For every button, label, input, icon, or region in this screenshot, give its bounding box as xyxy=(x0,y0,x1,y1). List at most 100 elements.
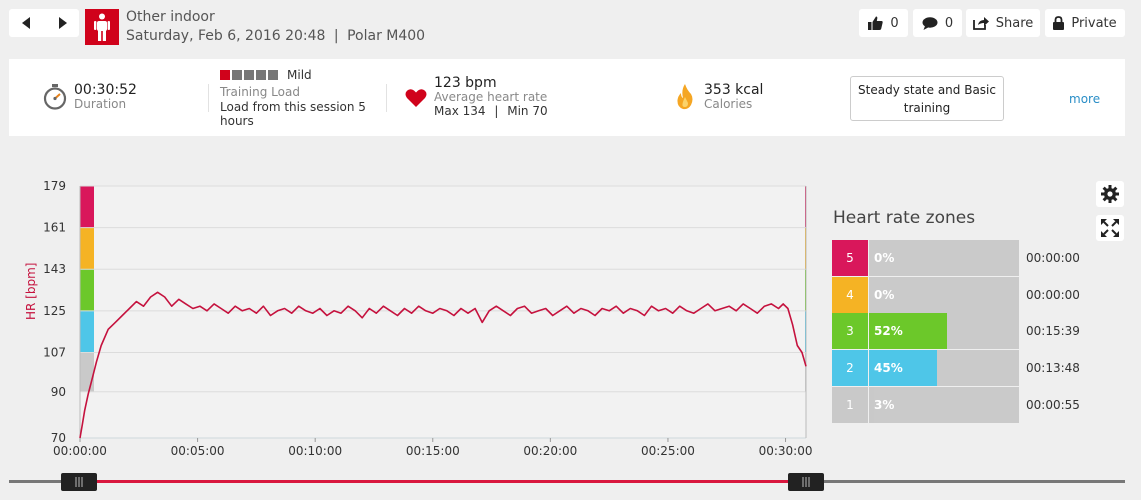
fullscreen-button[interactable] xyxy=(1096,215,1124,241)
like-count: 0 xyxy=(890,15,899,31)
expand-icon xyxy=(1101,219,1119,237)
y-tick-label: 143 xyxy=(43,262,66,276)
zone-bar: 0% xyxy=(869,240,1019,276)
duration-value: 00:30:52 xyxy=(74,82,137,98)
x-tick-label: 00:10:00 xyxy=(288,444,342,458)
x-axis-ticks: 00:00:00 00:05:00 00:10:00 00:15:00 00:20:00… xyxy=(53,438,812,458)
plot-area xyxy=(80,186,806,438)
training-load-bar xyxy=(268,70,278,80)
comment-button[interactable]: 0 xyxy=(913,9,962,37)
comment-count: 0 xyxy=(944,15,954,31)
gear-icon xyxy=(1101,185,1119,203)
y-tick-label: 179 xyxy=(43,179,66,193)
zone-row: 4 0% xyxy=(832,277,1019,313)
x-tick-label: 00:25:00 xyxy=(641,444,695,458)
zone-bar-fill xyxy=(869,313,947,349)
chevron-right-icon xyxy=(58,17,67,29)
zone-time: 00:15:39 xyxy=(1026,324,1080,338)
lock-icon xyxy=(1053,16,1065,30)
timeline-range-slider[interactable] xyxy=(0,470,1141,500)
thumbs-up-icon xyxy=(868,16,884,30)
share-button[interactable]: Share xyxy=(966,9,1040,37)
zone-band-left xyxy=(80,186,94,228)
zone-number: 3 xyxy=(832,313,868,349)
zone-bar: 0% xyxy=(869,277,1019,313)
y-axis-label: HR [bpm] xyxy=(24,262,38,320)
heart-rate-chart[interactable]: 179 161 143 125 107 90 70 00:00:00 00:05:00 00:1… xyxy=(0,150,830,470)
y-tick-label: 107 xyxy=(43,345,66,359)
y-tick-label: 125 xyxy=(43,304,66,318)
zone-percent: 0% xyxy=(874,251,895,265)
zone-row: 2 45% xyxy=(832,350,1019,386)
grid-lines xyxy=(79,185,807,439)
avg-hr-value: 123 bpm xyxy=(434,75,497,91)
previous-session-button[interactable] xyxy=(9,9,44,37)
divider xyxy=(386,84,387,112)
slider-selected-range xyxy=(80,480,806,483)
x-tick-label: 00:05:00 xyxy=(171,444,225,458)
heart-rate-zones-title: Heart rate zones xyxy=(833,208,976,228)
zone-band-left xyxy=(80,227,94,270)
training-load-text: Load from this session 5 hours xyxy=(220,100,366,128)
y-axis-ticks: 179 161 143 125 107 90 70 xyxy=(43,179,66,445)
zone-percent: 3% xyxy=(874,398,895,412)
training-load-bars xyxy=(220,70,278,80)
min-hr: Min 70 xyxy=(507,104,548,118)
divider xyxy=(208,84,209,112)
calories-label: Calories xyxy=(704,97,753,111)
share-label: Share xyxy=(995,15,1034,31)
calories-value: 353 kcal xyxy=(704,82,764,98)
training-benefit-button[interactable]: Steady state and Basic training xyxy=(850,76,1004,121)
hr-separator: | xyxy=(494,104,499,118)
flame-icon xyxy=(677,84,693,110)
hr-range: Max 134 | Min 70 xyxy=(434,104,548,118)
zone-number: 2 xyxy=(832,350,868,386)
device-name: Polar M400 xyxy=(347,28,426,44)
zone-percent: 0% xyxy=(874,288,895,302)
max-hr: Max 134 xyxy=(434,104,486,118)
training-load-label: Training Load xyxy=(220,85,300,99)
x-tick-label: 00:15:00 xyxy=(406,444,460,458)
next-session-button[interactable] xyxy=(44,9,79,37)
zone-row: 3 52% xyxy=(832,313,1019,349)
zone-bar: 45% xyxy=(869,350,1019,386)
zone-number: 1 xyxy=(832,387,868,423)
training-load-bar xyxy=(244,70,254,80)
sport-name: Other indoor xyxy=(126,9,215,25)
privacy-label: Private xyxy=(1071,15,1117,31)
privacy-button[interactable]: Private xyxy=(1045,9,1125,37)
training-load-bar xyxy=(256,70,266,80)
zone-bar: 3% xyxy=(869,387,1019,423)
stopwatch-icon xyxy=(43,84,67,110)
zone-time: 00:13:48 xyxy=(1026,361,1080,375)
session-meta: Saturday, Feb 6, 2016 20:48 | Polar M400 xyxy=(126,28,425,44)
slider-end-handle[interactable] xyxy=(788,473,824,491)
zone-number: 4 xyxy=(832,277,868,313)
training-load-bar xyxy=(220,70,230,80)
zone-band-left xyxy=(80,310,94,353)
meta-separator: | xyxy=(333,28,339,44)
zone-band-left xyxy=(80,352,94,392)
y-tick-label: 161 xyxy=(43,221,66,235)
zone-number: 5 xyxy=(832,240,868,276)
person-standing-icon xyxy=(94,13,110,41)
more-link[interactable]: more xyxy=(1069,92,1101,106)
zone-time: 00:00:55 xyxy=(1026,398,1080,412)
share-icon xyxy=(972,17,989,30)
chevron-left-icon xyxy=(21,17,30,29)
x-tick-label: 00:20:00 xyxy=(523,444,577,458)
zone-row: 1 3% xyxy=(832,387,1019,423)
zone-percent: 52% xyxy=(874,324,903,338)
heart-icon xyxy=(405,89,427,107)
duration-label: Duration xyxy=(74,97,127,111)
sport-badge xyxy=(85,9,119,45)
zone-percent: 45% xyxy=(874,361,903,375)
zone-bar-fill xyxy=(869,350,937,386)
like-button[interactable]: 0 xyxy=(859,9,908,37)
session-date: Saturday, Feb 6, 2016 20:48 xyxy=(126,28,326,44)
slider-start-handle[interactable] xyxy=(61,473,97,491)
session-summary: 00:30:52 Duration Mild Training Load Loa… xyxy=(9,59,1125,136)
chart-settings-button[interactable] xyxy=(1096,181,1124,207)
zone-bar-fill xyxy=(869,387,874,423)
x-tick-label: 00:30:00 xyxy=(759,444,813,458)
